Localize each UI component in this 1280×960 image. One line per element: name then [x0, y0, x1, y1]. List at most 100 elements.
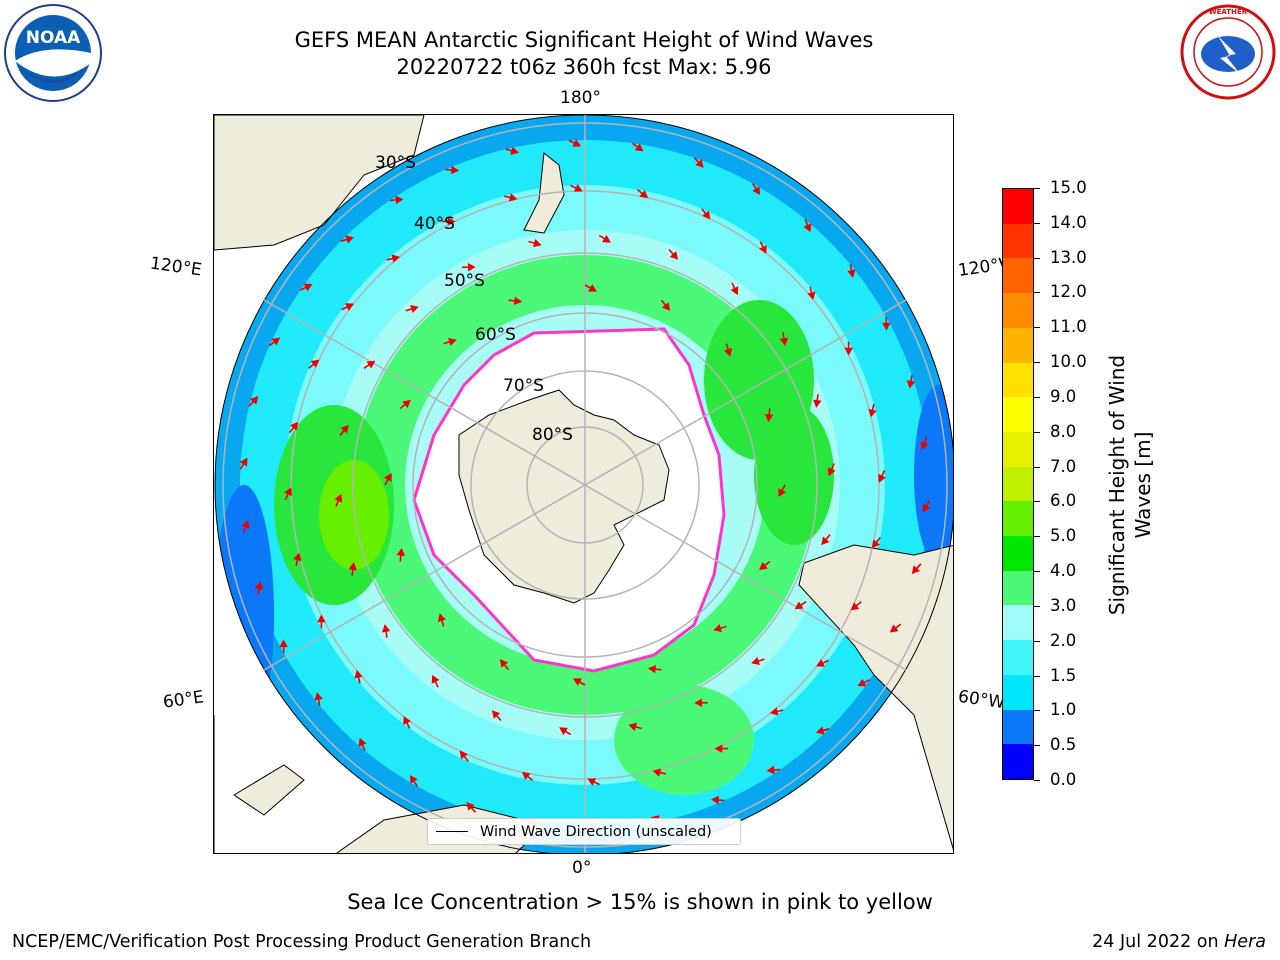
colorbar-tick — [1034, 327, 1040, 329]
colorbar-segment — [1003, 258, 1033, 294]
colorbar — [1002, 188, 1034, 780]
land-australia — [214, 115, 425, 251]
wave-direction-arrowhead — [513, 296, 523, 306]
colorbar-tick — [1034, 605, 1040, 607]
wave-direction-arrowhead — [466, 802, 475, 811]
colorbar-tick — [1034, 745, 1040, 747]
machine-name: Hera — [1224, 932, 1266, 952]
wave-direction-arrowhead — [647, 664, 657, 674]
wave-direction-arrowhead — [920, 441, 929, 450]
colorbar-tick-label: 8.0 — [1050, 421, 1077, 441]
wave-direction-arrowhead — [803, 223, 812, 233]
map-panel — [213, 114, 954, 854]
wave-direction-arrowhead — [778, 488, 786, 497]
lon-label-180: 180° — [560, 88, 601, 108]
lon-label-0: 0° — [572, 858, 592, 878]
wave-direction-arrowhead — [532, 238, 542, 248]
wave-direction-arrowhead — [410, 774, 418, 784]
wave-direction-arrowhead — [821, 536, 830, 546]
wave-direction-arrowhead — [290, 421, 299, 431]
wave-direction-arrowhead — [345, 303, 354, 311]
colorbar-tick — [1034, 292, 1040, 294]
colorbar-tick — [1034, 466, 1040, 468]
land-new-zealand — [523, 152, 565, 234]
lat-label-30s: 30°S — [375, 153, 416, 173]
date-label: 24 Jul 2022 on — [1092, 932, 1225, 952]
colorbar-tick — [1034, 675, 1040, 677]
colorbar-tick — [1034, 188, 1040, 189]
wave-direction-arrowhead — [431, 674, 440, 684]
colorbar-tick-label: 0.0 — [1050, 770, 1077, 789]
wave-direction-arrowhead — [882, 322, 891, 331]
wave-direction-arrowhead — [284, 487, 292, 497]
wave-direction-arrowhead — [437, 613, 446, 622]
svg-text:NOAA: NOAA — [26, 28, 81, 48]
colorbar-tick-label: 9.0 — [1050, 386, 1077, 406]
colorbar-segment — [1003, 709, 1033, 745]
date-text: 24 Jul 2022 on Hera — [1092, 932, 1266, 952]
wave-direction-arrowhead — [922, 503, 931, 513]
wave-direction-arrowhead — [559, 727, 568, 736]
colorbar-tick-label: 7.0 — [1050, 456, 1077, 476]
colorbar-label: Significant Height of Wind Waves [m] — [1105, 354, 1155, 616]
land-madagascar — [233, 764, 305, 816]
wave-direction-arrowhead — [878, 473, 886, 483]
colorbar-tick-label: 15.0 — [1050, 178, 1087, 197]
wave-direction-arrowhead — [847, 269, 856, 278]
wave-direction-arrowhead — [769, 707, 779, 716]
wave-direction-arrowhead — [588, 284, 597, 292]
wave-direction-arrowhead — [391, 254, 401, 263]
nws-logo: WEATHER — [1178, 4, 1278, 100]
wave-direction-arrowhead — [652, 768, 662, 777]
wave-direction-arrowhead — [396, 547, 406, 557]
wave-direction-arrowhead — [450, 165, 460, 175]
wave-direction-arrowhead — [639, 190, 649, 199]
colorbar-segment — [1003, 605, 1033, 641]
wave-direction-arrowhead — [395, 195, 404, 205]
wave-direction-arrowhead — [510, 146, 519, 155]
wave-direction-arrowhead — [491, 710, 501, 719]
wave-direction-arrowhead — [759, 245, 767, 254]
wave-direction-arrowhead — [340, 424, 349, 434]
credit-text: NCEP/EMC/Verification Post Processing Pr… — [12, 932, 592, 952]
wave-direction-arrowhead — [850, 602, 860, 611]
wave-direction-arrowhead — [279, 639, 288, 648]
colorbar-tick — [1034, 362, 1040, 364]
colorbar-tick-label: 14.0 — [1050, 212, 1087, 232]
wave-direction-arrowhead — [764, 413, 774, 423]
wave-direction-arrowhead — [317, 614, 326, 623]
colorbar-segment — [1003, 570, 1033, 606]
wave-direction-arrowhead — [669, 251, 679, 260]
colorbar-segment — [1003, 501, 1033, 537]
wave-direction-arrowhead — [714, 744, 723, 753]
wave-direction-arrowhead — [239, 457, 248, 467]
colorbar-tick-label: 3.0 — [1050, 595, 1077, 615]
wind-wave-arrows — [239, 139, 931, 831]
wave-direction-arrowhead — [602, 234, 611, 243]
wave-direction-arrowhead — [448, 337, 457, 346]
wave-direction-arrowhead — [751, 656, 760, 666]
wave-direction-arrowhead — [759, 561, 768, 571]
lat-label-40s: 40°S — [414, 214, 455, 234]
wave-direction-arrowhead — [271, 337, 281, 346]
wave-direction-arrowhead — [459, 750, 468, 760]
wave-direction-arrowhead — [354, 669, 363, 679]
wave-direction-arrowhead — [572, 139, 582, 147]
colorbar-tick-label: 1.5 — [1050, 665, 1077, 685]
wave-direction-arrowhead — [293, 552, 302, 562]
wave-direction-arrowhead — [587, 778, 597, 786]
wave-direction-arrowhead — [889, 624, 899, 633]
wave-direction-arrowhead — [249, 396, 259, 405]
wave-direction-arrowhead — [634, 143, 644, 152]
wave-direction-arrowhead — [358, 737, 367, 747]
colorbar-tick-label: 2.0 — [1050, 630, 1077, 650]
noaa-logo: NOAA — [3, 3, 103, 103]
wave-direction-arrowhead — [499, 659, 509, 668]
map-subtitle: 20220722 t06z 360h fcst Max: 5.96 — [396, 55, 772, 79]
colorbar-segment — [1003, 744, 1033, 779]
wave-direction-arrowhead — [694, 698, 703, 708]
wave-direction-arrowhead — [345, 235, 354, 244]
wave-direction-arrowhead — [730, 286, 739, 296]
wave-direction-arrowhead — [752, 186, 760, 196]
wave-direction-arrowhead — [573, 184, 583, 192]
